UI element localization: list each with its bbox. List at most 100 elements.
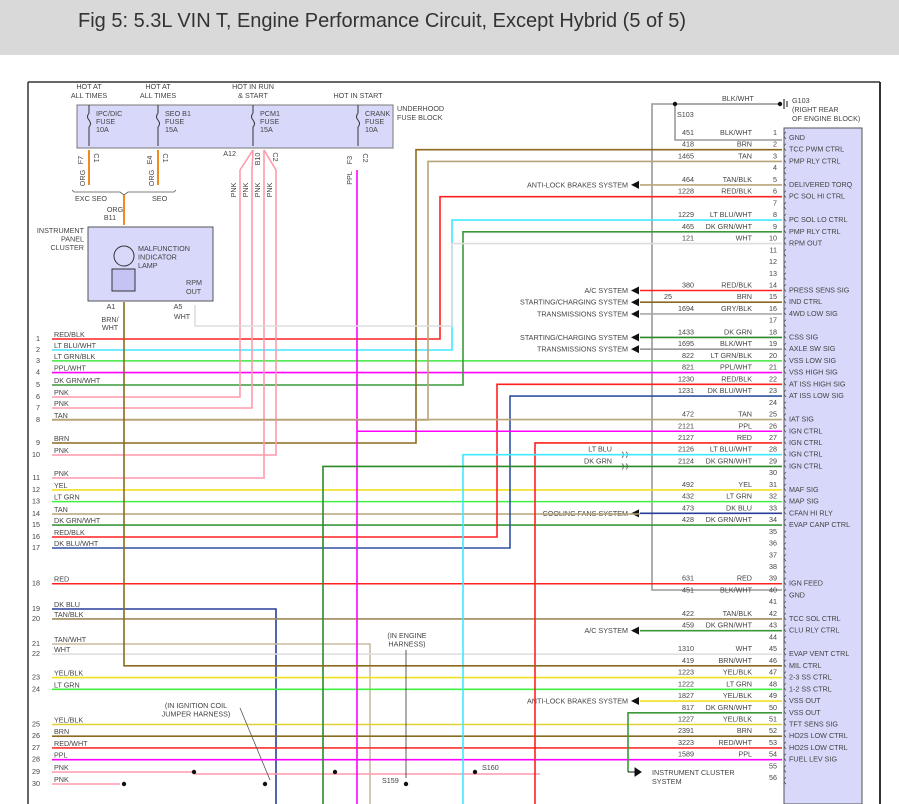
fuse-name: IPC/DIC [96, 109, 122, 118]
fuse-connector-label: C1 [92, 153, 101, 162]
splice-s159: S159 [382, 776, 399, 785]
left-row-wire-color: YEL [54, 481, 68, 490]
pcm-pin-function: IAT SIG [789, 415, 814, 424]
left-row-number: 13 [32, 497, 40, 506]
pcm-pin-number: 31 [769, 480, 777, 489]
left-row-number: 30 [32, 779, 40, 788]
arrow-left-icon [631, 345, 639, 354]
left-row-wire-color: DK BLU [54, 600, 80, 609]
connector-terminal-icon [783, 331, 787, 339]
cluster-label: CLUSTER [50, 243, 84, 252]
pcm-pin-number: 9 [773, 222, 777, 231]
left-row-number: 14 [32, 509, 40, 518]
pcm-pin-function: IGN CTRL [789, 461, 823, 470]
ground-label: (RIGHT REAR [792, 105, 839, 114]
fuse-pin-label: A12 [223, 149, 236, 158]
figure-title-bar: Fig 5: 5.3L VIN T, Engine Performance Ci… [0, 0, 899, 55]
pcm-wire-color: LT GRN/BLK [711, 351, 752, 360]
pcm-pin-function: AXLE SW SIG [789, 344, 836, 353]
splice-dot [262, 781, 268, 787]
pcm-circuit-number: 422 [682, 609, 694, 618]
left-row-wire-color: PNK [54, 469, 69, 478]
pcm-pin-function: IGN FEED [789, 579, 823, 588]
left-row-wire-color: RED/BLK [54, 528, 85, 537]
connector-terminal-icon [783, 436, 787, 445]
pcm-pin-number: 1 [773, 128, 777, 137]
pcm-pin-number: 47 [769, 668, 777, 677]
coil-harness-note: JUMPER HARNESS) [162, 710, 231, 719]
pcm-wire-29 [322, 465, 782, 804]
pcm-wire-color: YEL/BLK [723, 715, 752, 724]
pcm-circuit-number: 1222 [678, 679, 694, 688]
cluster-pin-a1: A1 [107, 302, 116, 311]
pcm-circuit-number: 1694 [678, 304, 694, 313]
pcm-circuit-number: 631 [682, 574, 694, 583]
pcm-pin-number: 13 [769, 269, 777, 278]
connector-terminal-icon [783, 507, 787, 515]
connector-terminal-icon [783, 553, 787, 562]
pcm-wire-color: RED/WHT [718, 738, 752, 747]
harness-wire-11 [52, 170, 265, 479]
left-row-number: 16 [32, 532, 40, 541]
fuse-pin-label: F7 [76, 156, 85, 164]
connector-terminal-icon [783, 131, 787, 140]
left-row-wire-color: TAN/BLK [54, 610, 84, 619]
fuse-name: FUSE [96, 117, 115, 126]
left-row-wire-color: PNK [54, 388, 69, 397]
pcm-pin-number: 17 [769, 316, 777, 325]
connector-terminal-icon [783, 178, 787, 187]
connector-terminal-icon [783, 319, 787, 327]
ground-bus-wire [651, 103, 782, 591]
left-row-wire-color: LT GRN/BLK [54, 352, 95, 361]
pcm-pin-number: 7 [773, 198, 777, 207]
pcm-wire-color: PPL [738, 421, 752, 430]
pcm-pin-number: 16 [769, 304, 777, 313]
pcm-pin-number: 14 [769, 280, 777, 289]
pcm-pin-number: 38 [769, 562, 777, 571]
pcm-pin-number: 54 [769, 750, 777, 759]
pcm-circuit-number: 1223 [678, 668, 694, 677]
connector-terminal-icon [783, 143, 787, 152]
external-system-label: STARTING/CHARGING SYSTEM [520, 298, 628, 307]
connector-terminal-icon [783, 636, 787, 644]
harness-wire-6 [52, 170, 241, 398]
connector-terminal-icon [783, 659, 787, 668]
pcm-pin-number: 3 [773, 151, 777, 160]
pcm-pin-number: 39 [769, 574, 777, 583]
left-row-wire-color: PNK [54, 399, 69, 408]
left-row-wire-color: TAN [54, 411, 68, 420]
cluster-label: PANEL [61, 235, 84, 244]
connector-terminal-icon [783, 542, 787, 550]
left-row-number: 12 [32, 485, 40, 494]
left-row-wire-color: BRN [54, 434, 69, 443]
connector-terminal-icon [783, 295, 787, 304]
fuse-name: FUSE [365, 117, 384, 126]
cluster-label: INSTRUMENT [37, 226, 85, 235]
ground-icon [783, 99, 788, 109]
pcm-wire-color: WHT [736, 234, 753, 243]
pcm-circuit-number: 451 [682, 128, 694, 137]
left-row-wire-color: DK BLU/WHT [54, 539, 99, 548]
connector-terminal-icon [783, 694, 787, 703]
cluster-wire-a1: BRN/ [101, 315, 118, 324]
left-row-wire-color: PPL/WHT [54, 364, 87, 373]
left-row-number: 5 [36, 380, 40, 389]
fuse-name: SEO B1 [165, 109, 191, 118]
fuse-wire-color: PPL [345, 171, 354, 185]
connector-terminal-icon [783, 495, 787, 503]
pcm-pin-function: MAF SIG [789, 485, 819, 494]
connector-terminal-icon [783, 155, 787, 163]
harness-wire-16 [52, 383, 782, 538]
pcm-pin-function: CSS SIG [789, 332, 819, 341]
pcm-wire-50 [627, 711, 782, 772]
harness-wire-17 [52, 395, 782, 549]
ground-label: G103 [792, 96, 810, 105]
pcm-wire-color: TAN/BLK [723, 175, 753, 184]
pcm-pin-function: PRESS SENS SIG [789, 285, 850, 294]
external-system-label: TRANSMISSIONS SYSTEM [537, 309, 628, 318]
pcm-wire-color: YEL/BLK [723, 668, 752, 677]
pcm-pin-function: TCC SOL CTRL [789, 614, 841, 623]
left-row-wire-color: PPL [54, 751, 68, 760]
pcm-wire-27 [534, 442, 782, 804]
left-row-number: 18 [32, 579, 40, 588]
